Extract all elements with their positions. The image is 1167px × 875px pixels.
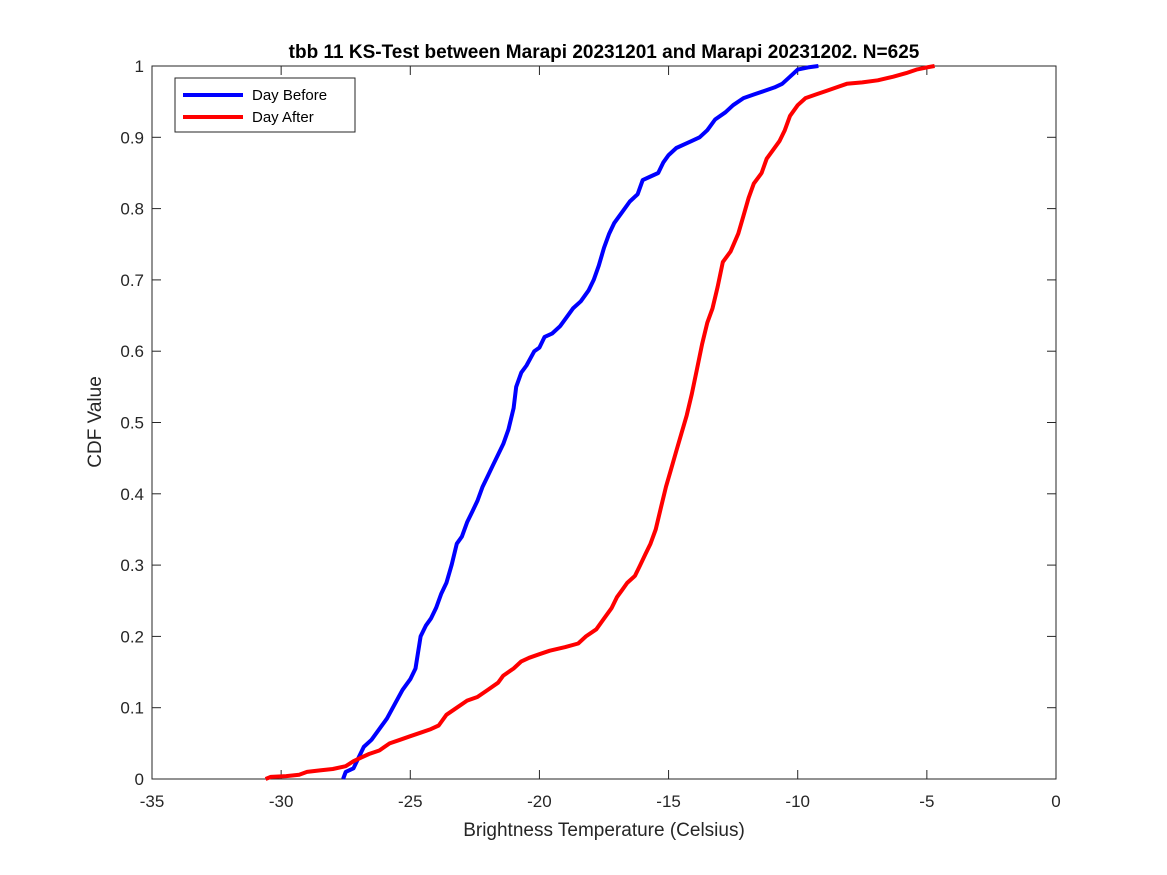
legend-label-day-after: Day After bbox=[252, 109, 314, 126]
legend-label-day-before: Day Before bbox=[252, 87, 327, 104]
y-tick-label: 0.6 bbox=[120, 342, 144, 361]
y-tick-label: 0.2 bbox=[120, 627, 144, 646]
x-tick-label: -15 bbox=[656, 792, 681, 811]
y-tick-label: 0.8 bbox=[120, 200, 144, 219]
y-tick-label: 0.5 bbox=[120, 414, 144, 433]
chart-title: tbb 11 KS-Test between Marapi 20231201 a… bbox=[289, 42, 920, 63]
x-tick-label: -35 bbox=[140, 792, 165, 811]
plot-area bbox=[151, 65, 1057, 780]
x-tick-label: 0 bbox=[1051, 792, 1060, 811]
x-tick-label: -10 bbox=[785, 792, 810, 811]
y-tick-label: 1 bbox=[135, 57, 144, 76]
y-tick-label: 0.7 bbox=[120, 271, 144, 290]
y-axis-label: CDF Value bbox=[85, 376, 106, 468]
y-tick-label: 0.3 bbox=[120, 556, 144, 575]
x-tick-label: -25 bbox=[398, 792, 423, 811]
y-axis: 0 0.1 0.2 0.3 0.4 0.5 0.6 0.7 0.8 0.9 1 bbox=[120, 57, 1056, 789]
x-tick-label: -30 bbox=[269, 792, 294, 811]
y-tick-label: 0.1 bbox=[120, 699, 144, 718]
x-tick-label: -20 bbox=[527, 792, 552, 811]
y-tick-label: 0.9 bbox=[120, 128, 144, 147]
series-layer bbox=[264, 64, 935, 781]
legend-box bbox=[174, 77, 356, 133]
y-tick-label: 0 bbox=[135, 770, 144, 789]
legend: Day Before Day After bbox=[174, 77, 356, 133]
x-axis-label: Brightness Temperature (Celsius) bbox=[463, 820, 745, 841]
y-tick-label: 0.4 bbox=[120, 485, 144, 504]
x-axis: -35 -30 -25 -20 -15 -10 -5 0 bbox=[140, 66, 1061, 811]
x-tick-label: -5 bbox=[919, 792, 934, 811]
series-line-day-after bbox=[264, 64, 935, 781]
series-line-day-before bbox=[341, 64, 819, 780]
